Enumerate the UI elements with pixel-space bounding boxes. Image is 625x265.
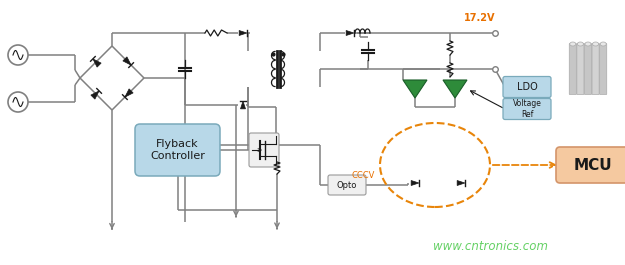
Text: Opto: Opto [337,180,357,189]
Polygon shape [443,80,467,98]
Ellipse shape [585,42,591,46]
FancyBboxPatch shape [599,43,607,95]
FancyBboxPatch shape [592,43,599,95]
Polygon shape [403,80,427,98]
FancyBboxPatch shape [503,77,551,98]
FancyBboxPatch shape [328,175,366,195]
Text: MCU: MCU [573,157,612,173]
Text: www.cntronics.com: www.cntronics.com [432,241,548,254]
Polygon shape [91,91,99,99]
Polygon shape [123,57,131,65]
FancyBboxPatch shape [569,43,576,95]
Polygon shape [93,59,101,67]
Polygon shape [239,30,247,36]
Text: Flyback
Controller: Flyback Controller [150,139,205,161]
Ellipse shape [570,42,576,46]
Polygon shape [125,89,133,97]
Polygon shape [411,180,419,185]
Text: CCCV: CCCV [352,170,375,179]
Text: 17.2V: 17.2V [464,13,496,23]
FancyBboxPatch shape [556,147,625,183]
FancyBboxPatch shape [584,43,591,95]
Polygon shape [241,101,246,109]
FancyBboxPatch shape [503,99,551,120]
Polygon shape [457,180,465,185]
Text: LDO: LDO [517,82,538,92]
FancyBboxPatch shape [135,124,220,176]
Text: Voltage
Ref: Voltage Ref [512,99,541,119]
Polygon shape [346,30,354,36]
Ellipse shape [578,42,584,46]
Ellipse shape [592,42,599,46]
FancyBboxPatch shape [577,43,584,95]
Ellipse shape [600,42,606,46]
FancyBboxPatch shape [249,133,279,167]
